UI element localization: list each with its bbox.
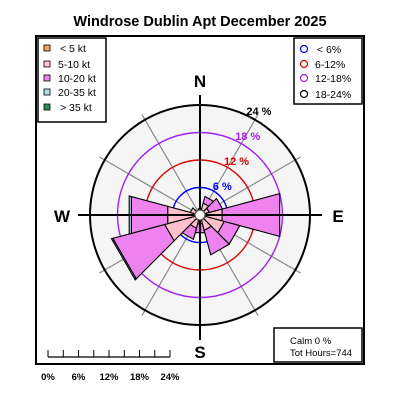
compass-south: S — [194, 343, 205, 362]
calm-info-box: Calm 0 % Tot Hours=744 — [273, 327, 363, 363]
scale-ticks — [47, 350, 171, 357]
scale-label-18: 18% — [130, 372, 150, 383]
total-hours-text: Tot Hours=744 — [290, 348, 352, 359]
ring-legend-marker-12-18 — [299, 73, 309, 83]
scale-label-12: 12% — [99, 372, 119, 383]
scale-label-0: 0% — [41, 372, 55, 383]
ring-label-18: 18 % — [235, 131, 260, 143]
ring-legend-label-12-18: 12-18% — [315, 73, 351, 85]
ring-labels: 6 % 12 % 18 % 24 % — [213, 106, 272, 193]
ring-legend-label-6-12: 6-12% — [315, 59, 345, 71]
legend-label-20-35: 20-35 kt — [58, 87, 96, 99]
speed-legend: < 5 kt 5-10 kt 10-20 kt 20-35 kt > 35 kt — [37, 37, 107, 123]
legend-label-gt35: > 35 kt — [60, 102, 92, 114]
legend-label-5-10: 5-10 kt — [58, 59, 90, 71]
scale-label-6: 6% — [72, 372, 86, 383]
grid-spoke-30 — [199, 114, 259, 216]
ring-legend-label-lt6: < 6% — [317, 44, 341, 56]
chart-title: Windrose Dublin Apt December 2025 — [73, 14, 326, 30]
ring-legend-marker-lt6 — [299, 44, 309, 54]
calm-text: Calm 0 % — [290, 336, 332, 347]
ring-legend-marker-18-24 — [299, 89, 309, 99]
ring-label-24: 24 % — [246, 106, 271, 118]
legend-swatch-5-10 — [43, 60, 51, 68]
ring-label-6: 6 % — [213, 181, 232, 193]
ring-legend-label-18-24: 18-24% — [315, 89, 351, 101]
compass-east: E — [332, 207, 343, 226]
rose-centre — [194, 209, 206, 221]
calm-info-frame — [273, 327, 363, 363]
ring-legend-box — [293, 37, 363, 105]
grid-spoke-300 — [99, 156, 201, 216]
ring-label-12: 12 % — [224, 156, 249, 168]
ring-legend-marker-6-12 — [299, 59, 309, 69]
sector-150-bin-2 — [203, 225, 231, 256]
compass-north: N — [194, 72, 206, 91]
compass-west: W — [54, 207, 71, 226]
ring-legend: < 6% 6-12% 12-18% 18-24% — [293, 37, 363, 105]
legend-label-lt5: < 5 kt — [60, 43, 86, 55]
legend-swatch-10-20 — [43, 74, 51, 82]
sector-240-bin-3 — [110, 237, 137, 281]
grid-spoke-330 — [141, 114, 201, 216]
legend-label-10-20: 10-20 kt — [58, 73, 96, 85]
percent-scale-bar: 0% 6% 12% 18% 24% — [41, 350, 180, 383]
legend-swatch-lt5 — [43, 44, 51, 52]
legend-swatch-20-35 — [43, 88, 51, 96]
plot-frame — [35, 35, 365, 365]
scale-label-24: 24% — [160, 372, 180, 383]
legend-swatch-gt35 — [43, 103, 51, 111]
